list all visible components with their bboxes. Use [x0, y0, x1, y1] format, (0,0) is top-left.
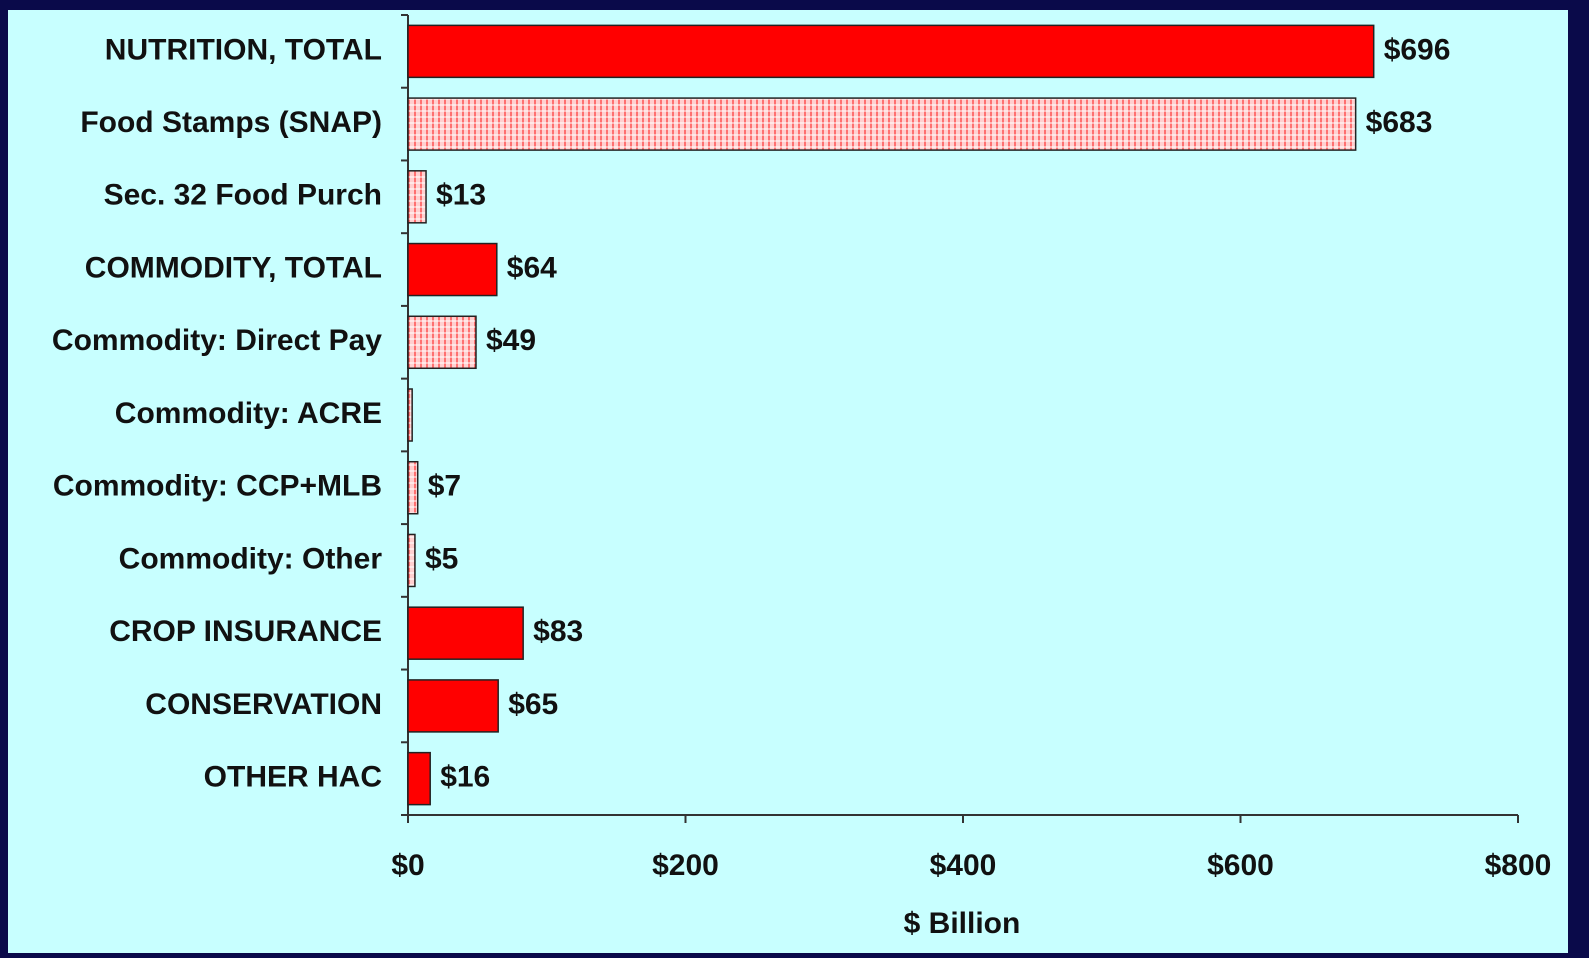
y-tick-label: CONSERVATION: [145, 688, 382, 721]
bar: [407, 170, 427, 224]
value-label: $13: [436, 179, 486, 212]
y-tick-label: Commodity: Direct Pay: [52, 324, 382, 357]
value-label: $65: [508, 688, 558, 721]
bar: [407, 242, 498, 297]
bar: [407, 751, 431, 806]
bar: [407, 606, 524, 660]
y-tick-label: NUTRITION, TOTAL: [105, 33, 382, 66]
x-axis-label: $ Billion: [904, 907, 1021, 940]
y-tick-label: OTHER HAC: [204, 761, 382, 794]
x-tick-label: $800: [1485, 849, 1552, 882]
value-label: $16: [440, 761, 490, 794]
x-tick-label: $400: [930, 849, 997, 882]
bar: [407, 24, 1375, 79]
y-tick-label: COMMODITY, TOTAL: [85, 251, 382, 284]
bar: [407, 315, 477, 370]
y-tick-label: Food Stamps (SNAP): [80, 106, 382, 139]
value-label: $49: [486, 324, 536, 357]
x-tick-label: $200: [652, 849, 719, 882]
bar: [407, 97, 1357, 151]
y-tick-label: Commodity: Other: [119, 542, 383, 575]
value-label: $83: [533, 615, 583, 648]
bar: [407, 679, 499, 733]
y-tick-label: Commodity: CCP+MLB: [53, 470, 382, 503]
bar: [407, 533, 416, 588]
x-tick-label: $0: [391, 849, 424, 882]
y-tick-label: CROP INSURANCE: [109, 615, 382, 648]
y-tick-label: Sec. 32 Food Purch: [104, 179, 382, 212]
value-label: $683: [1366, 106, 1433, 139]
bar: [407, 388, 413, 442]
value-label: $7: [428, 470, 461, 503]
bar: [407, 460, 419, 515]
x-tick-label: $600: [1207, 849, 1274, 882]
value-label: $5: [425, 542, 458, 575]
panel: [8, 10, 1568, 953]
y-tick-label: Commodity: ACRE: [115, 397, 382, 430]
value-label: $696: [1384, 33, 1451, 66]
value-label: $64: [507, 251, 557, 284]
